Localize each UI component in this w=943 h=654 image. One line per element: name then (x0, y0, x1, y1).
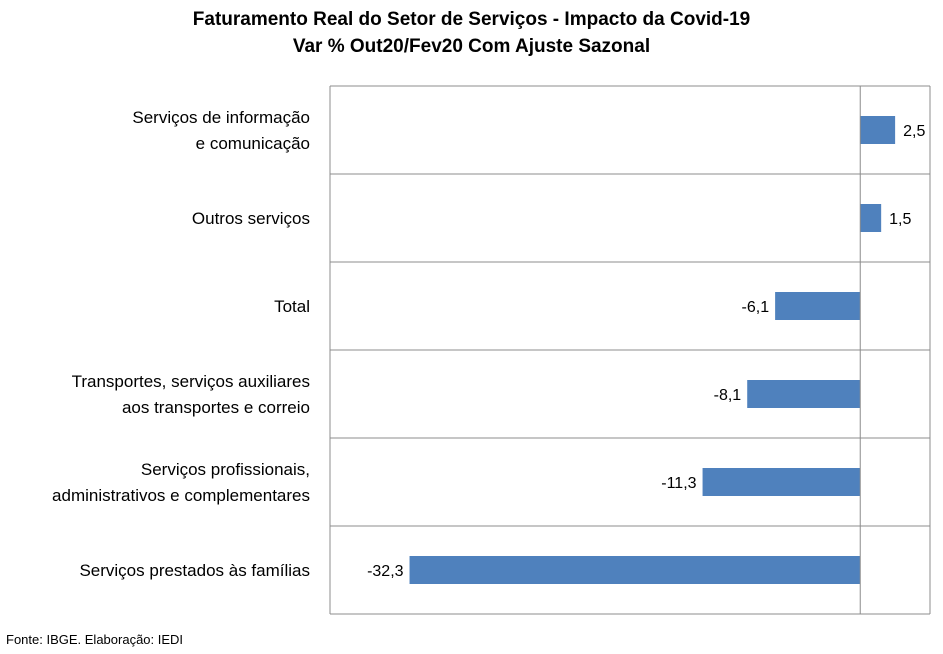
chart-subtitle: Var % Out20/Fev20 Com Ajuste Sazonal (292, 36, 651, 57)
category-label: e comunicação (196, 134, 310, 153)
bar (775, 292, 861, 320)
category-label: Serviços profissionais, (141, 460, 310, 479)
source-note: Fonte: IBGE. Elaboração: IEDI (6, 632, 184, 647)
chart-title-block: Faturamento Real do Setor de Serviços - … (0, 6, 943, 60)
data-label: 2,5 (903, 123, 925, 140)
data-label: 1,5 (889, 211, 911, 228)
category-label: Transportes, serviços auxiliares (72, 372, 310, 391)
bar (747, 380, 861, 408)
category-label: administrativos e complementares (52, 486, 310, 505)
bar (860, 116, 896, 144)
data-label: -32,3 (367, 563, 404, 580)
bar (702, 468, 861, 496)
bar (860, 204, 882, 232)
chart-title: Faturamento Real do Setor de Serviços - … (192, 9, 751, 30)
category-label: Outros serviços (192, 209, 310, 228)
category-label: Serviços de informação (132, 108, 310, 127)
data-label: -8,1 (714, 387, 742, 404)
data-label: -6,1 (742, 299, 770, 316)
category-label: aos transportes e correio (122, 398, 310, 417)
bar (409, 556, 861, 584)
category-label: Total (274, 297, 310, 316)
category-label: Serviços prestados às famílias (79, 561, 310, 580)
data-label: -11,3 (661, 475, 696, 492)
